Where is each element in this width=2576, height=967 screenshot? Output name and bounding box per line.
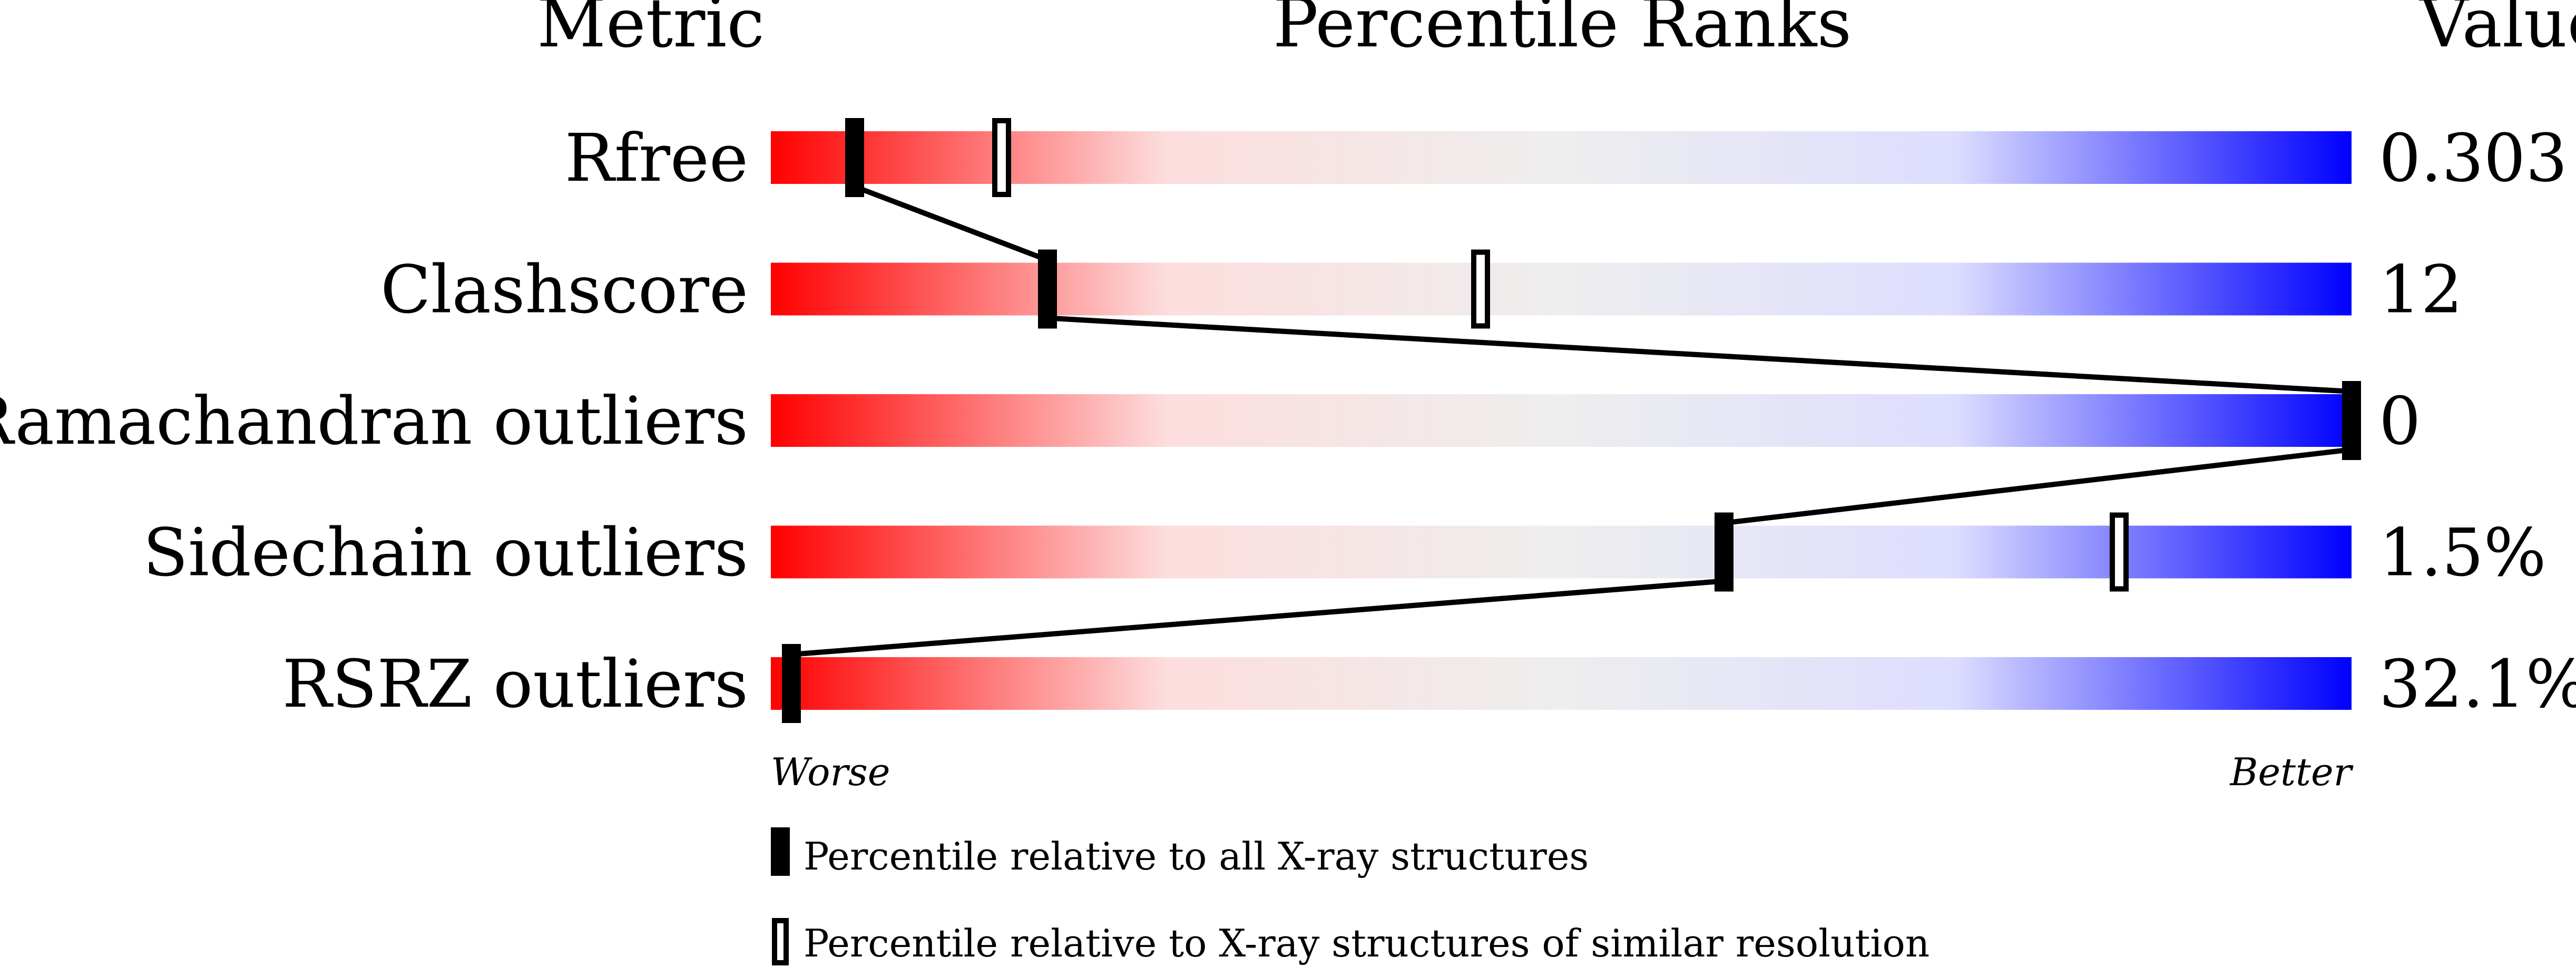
- metric-value: 32.1%: [2379, 646, 2576, 722]
- percentile-bar: [771, 657, 2352, 710]
- marker-similar-resolution: [2110, 512, 2129, 592]
- marker-similar-resolution: [1471, 249, 1490, 329]
- metric-value: 0.303: [2379, 120, 2568, 197]
- metric-label: Clashscore: [380, 252, 748, 328]
- metric-label: Ramachandran outliers: [0, 383, 748, 460]
- marker-all-structures: [2342, 381, 2361, 460]
- connector-line: [791, 578, 1725, 657]
- marker-similar-resolution: [992, 118, 1011, 197]
- percentile-bar: [771, 262, 2352, 316]
- legend-label-similar: Percentile relative to X-ray structures …: [804, 921, 1929, 965]
- connector-line: [854, 184, 1049, 263]
- header-value: Value: [2418, 0, 2576, 63]
- legend-filled-marker: [771, 827, 790, 876]
- metric-value: 12: [2379, 252, 2463, 328]
- legend-outline-marker: [772, 918, 789, 965]
- marker-all-structures: [1038, 249, 1057, 329]
- percentile-bar: [771, 131, 2352, 184]
- marker-all-structures: [1715, 512, 1733, 592]
- connector-line: [1723, 447, 2352, 526]
- marker-all-structures: [782, 644, 801, 723]
- percentile-bar: [771, 394, 2352, 447]
- axis-label-better: Better: [2229, 750, 2354, 794]
- metric-label: Sidechain outliers: [143, 515, 748, 591]
- metric-value: 0: [2379, 383, 2421, 460]
- legend-label-all: Percentile relative to all X-ray structu…: [804, 834, 1589, 878]
- connector-line: [1047, 315, 2352, 394]
- header-title: Percentile Ranks: [1273, 0, 1852, 63]
- metric-label: RSRZ outliers: [282, 646, 748, 722]
- metric-label: Rfree: [565, 120, 748, 197]
- header-metric: Metric: [537, 0, 765, 63]
- metric-value: 1.5%: [2379, 515, 2546, 591]
- percentile-bar: [771, 525, 2352, 579]
- axis-label-worse: Worse: [771, 750, 890, 794]
- marker-all-structures: [845, 118, 864, 197]
